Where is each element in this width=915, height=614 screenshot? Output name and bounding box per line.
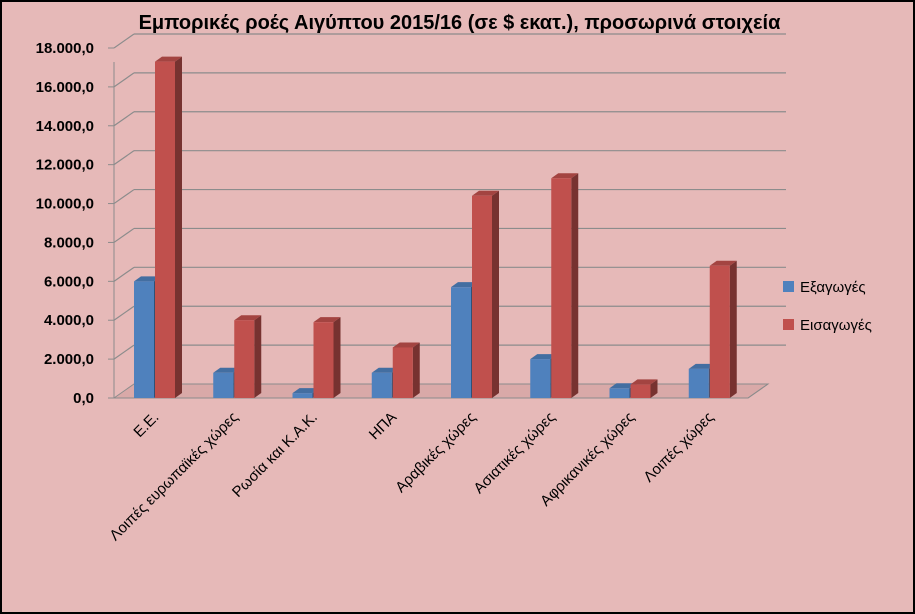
bar-side [729,260,737,398]
bar-top [551,173,579,179]
y-tick-label: 6.000,0 [44,273,94,290]
bar-front [371,372,392,398]
legend-label: Εξαγωγές [800,279,866,296]
x-category-label: Ρωσία και Κ.Α.Κ. [229,409,321,501]
gridline-side [113,227,135,243]
bar-front [609,388,630,398]
legend-swatch [783,319,794,330]
bar-top [709,260,737,266]
bar [688,363,716,398]
gridline-side [113,111,135,127]
bar-front [155,61,175,398]
y-tick-label: 4.000,0 [44,312,94,329]
bar-top [609,383,637,389]
y-tick-label: 10.000,0 [36,196,94,213]
bars [134,56,737,398]
bar-top [213,367,241,373]
x-category-label: Λοιπές ευρωπαϊκές χώρες [106,409,241,544]
gridline-side [113,150,135,166]
y-tick-label: 8.000,0 [44,234,94,251]
gridline-side [113,72,135,88]
bar-front [313,322,334,398]
legend-label: Εισαγωγές [800,317,872,334]
x-category-label: Λοιπές χώρες [640,409,717,486]
gridlines [113,33,786,360]
bar-top [292,388,320,394]
y-tick-label: 12.000,0 [36,157,94,174]
bar-front [709,265,730,398]
bar-top [134,276,161,282]
bar-top [530,354,558,360]
bar-front [234,320,255,398]
bar [630,379,658,398]
bar-top [392,342,420,348]
legend: Εξαγωγές Εισαγωγές [783,279,872,334]
bar-top [155,56,182,62]
bar-top [688,363,716,369]
y-tick-label: 16.000,0 [36,79,94,96]
bar-side [254,315,262,398]
bar [155,56,182,398]
chart-title: Εμπορικές ροές Αιγύπτου 2015/16 (σε $ εκ… [138,12,781,34]
bar-top [451,282,478,288]
bar-front [134,281,154,398]
bar-top [472,190,499,196]
bar-front [213,372,234,398]
y-tick-label: 0,0 [73,390,94,407]
y-tick-label: 14.000,0 [36,118,94,135]
gridline-side [113,305,135,321]
bar-front [392,347,413,398]
bar-front [292,393,313,398]
bar [234,315,262,398]
bar [709,260,737,398]
gridline-side [113,266,135,282]
x-category-label: Ασιατικές χώρες [470,409,558,497]
y-tick-label: 2.000,0 [44,351,94,368]
floor-edge [747,383,769,399]
bar-top [630,379,658,385]
bar-front [630,384,651,398]
bar-front [451,287,471,398]
bar-side [412,342,420,398]
x-category-label: Αραβικές χώρες [392,409,479,496]
bar-top [371,367,399,373]
gridline-side [113,189,135,205]
gridline-side [113,33,135,49]
bar-side [333,317,341,398]
bar-top [234,315,262,321]
legend-swatch [783,281,794,292]
bar-side [571,173,579,398]
bar-side [492,190,499,398]
bar [551,173,579,398]
gridline-side [113,344,135,360]
x-category-label: ΗΠΑ [366,409,400,443]
bar [392,342,420,398]
bar-front [688,368,709,398]
bar-front [472,195,492,398]
y-axis-ticks: 0,0 2.000,0 4.000,0 6.000,0 8.000,0 10.000,0 1… [36,40,94,407]
bar-side [650,379,658,398]
bar-front [530,359,551,398]
bar [313,317,341,398]
bar-top [313,317,341,323]
x-category-label: Ε.Ε. [130,409,162,441]
chart-floor [112,383,770,399]
bar-side [175,56,182,398]
bar [472,190,499,398]
y-tick-label: 18.000,0 [36,40,94,57]
bar-front [551,178,572,398]
